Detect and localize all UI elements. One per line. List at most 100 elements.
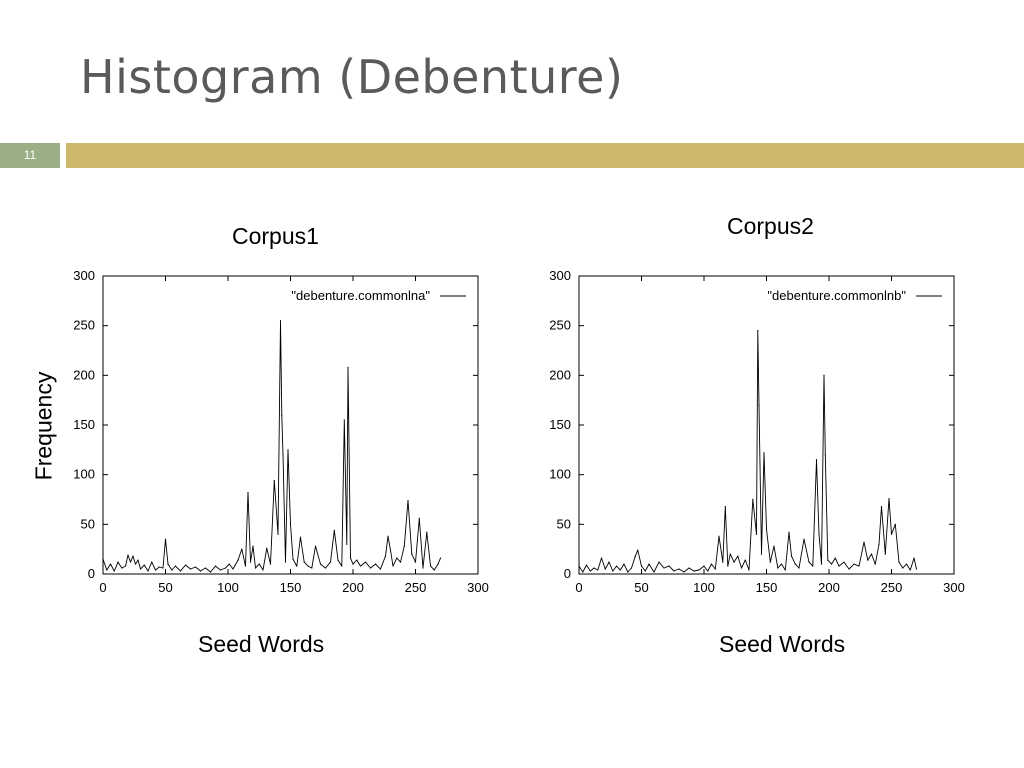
- data-point: [637, 549, 639, 551]
- data-point: [209, 571, 212, 573]
- data-point: [389, 549, 392, 551]
- data-point: [760, 553, 763, 555]
- data-point: [311, 567, 313, 569]
- data-point: [433, 569, 435, 571]
- data-point: [820, 563, 823, 565]
- y-tick-label: 50: [557, 516, 571, 531]
- data-point: [411, 553, 413, 555]
- data-point: [769, 561, 771, 563]
- x-tick-label: 50: [634, 580, 648, 595]
- y-tick-label: 150: [549, 417, 571, 432]
- data-point: [853, 563, 855, 565]
- data-point: [722, 561, 724, 563]
- data-point: [627, 571, 629, 573]
- data-point: [693, 570, 695, 572]
- data-point: [403, 545, 405, 547]
- data-point: [915, 568, 918, 570]
- x-tick-label: 0: [575, 580, 582, 595]
- data-point: [314, 545, 317, 547]
- data-point: [307, 565, 309, 567]
- data-point: [387, 535, 389, 537]
- y-tick-label: 250: [73, 318, 95, 333]
- data-point: [898, 561, 900, 563]
- data-point: [252, 545, 254, 547]
- data-point: [600, 557, 603, 559]
- data-point: [241, 548, 243, 550]
- data-point: [758, 404, 760, 406]
- data-point: [299, 536, 302, 538]
- data-point: [688, 567, 690, 569]
- data-point: [106, 569, 108, 571]
- data-point: [834, 557, 836, 559]
- data-point: [343, 419, 345, 421]
- data-point: [369, 567, 372, 569]
- chart-corpus1: 0 50 100 150 200 250 300 0 50 100 150 200 250 300 "deb…: [73, 268, 489, 595]
- x-tick-label: 200: [342, 580, 364, 595]
- data-point: [777, 567, 779, 569]
- data-point: [763, 452, 765, 454]
- data-point: [905, 563, 908, 565]
- data-point: [347, 366, 349, 368]
- data-point: [798, 567, 800, 569]
- data-point: [262, 569, 264, 571]
- legend-label: "debenture.commonlna": [291, 288, 430, 303]
- data-point: [266, 547, 268, 549]
- series-line: [102, 320, 441, 573]
- data-point: [359, 565, 362, 567]
- data-point: [289, 523, 292, 525]
- chart-corpus2: 0 50 100 150 200 250 300 0 50 100 150 200 250 300 "deb…: [549, 268, 965, 595]
- data-point: [319, 563, 322, 565]
- data-point: [727, 565, 729, 567]
- data-point: [151, 561, 153, 563]
- data-point: [815, 459, 818, 461]
- data-point: [439, 557, 442, 559]
- accent-bar: [66, 143, 1024, 168]
- data-point: [219, 569, 222, 571]
- frequency-axis-label: Frequency: [30, 371, 57, 481]
- data-point: [281, 414, 283, 416]
- data-point: [698, 569, 700, 571]
- data-point: [812, 565, 814, 567]
- data-point: [608, 561, 610, 563]
- data-point: [249, 561, 252, 563]
- data-point: [663, 567, 665, 569]
- data-point: [171, 569, 173, 571]
- data-point: [429, 565, 432, 567]
- data-point: [269, 563, 272, 565]
- data-point: [329, 561, 332, 563]
- data-point: [597, 569, 599, 571]
- data-point: [653, 571, 655, 573]
- y-tick-label: 100: [73, 467, 95, 482]
- x-tick-label: 100: [217, 580, 239, 595]
- data-point: [162, 567, 164, 569]
- data-point: [137, 559, 139, 561]
- data-point: [673, 570, 675, 572]
- y-tick-label: 150: [73, 417, 95, 432]
- data-point: [867, 559, 869, 561]
- x-tick-label: 300: [467, 580, 489, 595]
- data-point: [765, 528, 768, 530]
- data-point: [890, 533, 893, 535]
- slide-number: 11: [0, 143, 60, 168]
- data-point: [422, 567, 424, 569]
- data-point: [748, 569, 750, 571]
- x-tick-label: 300: [943, 580, 965, 595]
- data-point: [139, 568, 142, 570]
- y-tick-label: 0: [564, 566, 571, 581]
- data-point: [827, 559, 829, 561]
- data-point: [254, 567, 257, 569]
- data-point: [733, 561, 735, 563]
- y-tick-label: 0: [88, 566, 95, 581]
- data-point: [803, 538, 805, 540]
- data-point: [794, 563, 796, 565]
- data-point: [199, 570, 202, 572]
- data-point: [612, 570, 614, 572]
- data-point: [349, 557, 352, 559]
- data-point: [878, 543, 880, 545]
- data-point: [644, 570, 646, 572]
- data-point: [582, 571, 584, 573]
- data-point: [384, 555, 387, 557]
- data-point: [244, 565, 247, 567]
- data-point: [247, 491, 249, 494]
- data-point: [109, 563, 112, 565]
